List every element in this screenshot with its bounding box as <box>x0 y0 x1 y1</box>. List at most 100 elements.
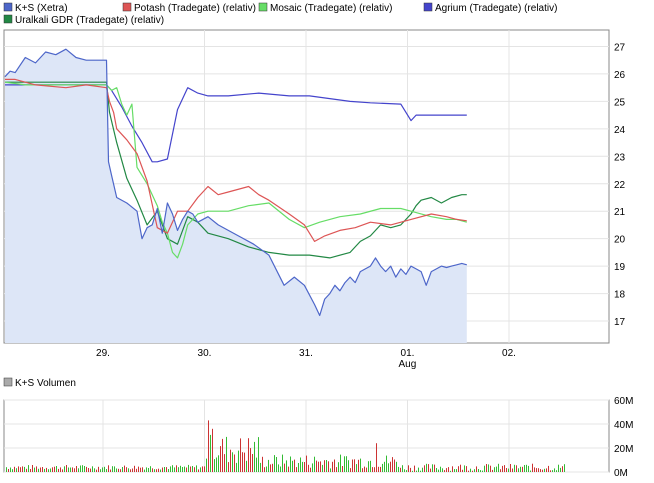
volume-bar <box>290 456 291 472</box>
volume-bar <box>8 469 9 472</box>
volume-bar <box>408 465 409 472</box>
volume-bar <box>258 437 259 472</box>
volume-bar <box>18 466 19 472</box>
volume-bar <box>220 446 221 472</box>
volume-bar <box>450 470 451 472</box>
volume-bar <box>26 468 27 472</box>
volume-bar <box>500 469 501 472</box>
volume-bar <box>42 467 43 472</box>
volume-bar <box>538 468 539 472</box>
volume-bar <box>432 464 433 472</box>
legend-swatch-mosaic <box>258 2 268 12</box>
volume-bar <box>170 466 171 472</box>
volume-bar <box>556 470 557 472</box>
volume-bar <box>474 469 475 472</box>
volume-bar <box>514 464 515 472</box>
volume-bar <box>58 468 59 472</box>
volume-bar <box>154 469 155 472</box>
volume-bar <box>482 470 483 472</box>
volume-bar <box>24 466 25 472</box>
volume-bar <box>268 459 269 472</box>
volume-bar <box>214 459 215 472</box>
volume-bar <box>126 467 127 472</box>
volume-bar <box>194 467 195 472</box>
volume-bar <box>448 467 449 472</box>
volume-bar <box>104 466 105 472</box>
volume-bar <box>440 466 441 472</box>
volume-bar <box>438 469 439 472</box>
volume-bar <box>300 457 301 472</box>
volume-bar <box>70 467 71 472</box>
volume-y-tick-label: 0M <box>614 468 628 479</box>
volume-bar <box>424 465 425 472</box>
volume-bar <box>498 463 499 472</box>
volume-bar <box>238 450 239 472</box>
volume-bar <box>332 461 333 472</box>
volume-bar <box>146 467 147 472</box>
volume-bar <box>210 434 211 472</box>
price-y-tick-label: 20 <box>614 235 626 246</box>
volume-bar <box>470 468 471 472</box>
volume-bar <box>312 463 313 472</box>
volume-bar <box>280 466 281 472</box>
volume-bar <box>218 455 219 472</box>
volume-bar <box>274 455 275 472</box>
volume-bar <box>418 467 419 472</box>
ks-area-fill <box>5 49 467 343</box>
volume-bar <box>64 466 65 472</box>
volume-bar <box>412 470 413 472</box>
volume-bar <box>6 467 7 472</box>
volume-bar <box>160 469 161 472</box>
legend-swatch-uralkali <box>3 14 13 24</box>
volume-bar <box>148 468 149 472</box>
volume-bar <box>550 470 551 472</box>
volume-bar <box>204 466 205 472</box>
volume-bar <box>144 469 145 472</box>
volume-bar <box>520 466 521 472</box>
volume-bar <box>374 467 375 472</box>
volume-y-tick-label: 40M <box>614 420 633 431</box>
volume-bar <box>530 470 531 472</box>
uralkali-line <box>5 81 467 259</box>
volume-bar <box>504 465 505 472</box>
volume-bar <box>338 462 339 472</box>
volume-bar <box>36 466 37 472</box>
volume-bar <box>372 467 373 472</box>
volume-bar <box>308 464 309 472</box>
legend-label-potash: Potash (Tradegate) (relativ) <box>134 3 256 14</box>
volume-bar <box>50 468 51 472</box>
legend-label-mosaic: Mosaic (Tradegate) (relativ) <box>270 3 392 14</box>
price-x-tick-label: 01. <box>401 348 415 359</box>
price-x-tick-label: 31. <box>299 348 313 359</box>
volume-bar <box>130 469 131 472</box>
volume-bar <box>298 463 299 472</box>
volume-bar <box>288 466 289 472</box>
price-series-lines <box>4 48 467 317</box>
volume-bar <box>362 468 363 472</box>
volume-bar <box>168 469 169 472</box>
volume-bar <box>138 466 139 472</box>
volume-y-axis: 0M 20M 40M 60M <box>614 396 633 479</box>
volume-bar <box>142 467 143 472</box>
volume-bar <box>32 465 33 472</box>
volume-bar <box>494 467 495 472</box>
volume-bar <box>410 467 411 472</box>
volume-bar <box>428 464 429 472</box>
volume-bar <box>292 460 293 472</box>
volume-bar <box>40 467 41 472</box>
volume-bar <box>346 456 347 472</box>
volume-bar <box>554 468 555 472</box>
volume-bar <box>12 469 13 472</box>
volume-bar <box>464 465 465 472</box>
volume-bar <box>324 460 325 472</box>
volume-bar <box>110 469 111 472</box>
volume-bar <box>10 467 11 472</box>
volume-bar <box>456 469 457 472</box>
volume-bar <box>270 464 271 472</box>
volume-bar <box>542 469 543 472</box>
volume-bar <box>234 454 235 472</box>
volume-bar <box>200 467 201 472</box>
volume-bars <box>6 420 565 472</box>
volume-bar <box>358 459 359 472</box>
